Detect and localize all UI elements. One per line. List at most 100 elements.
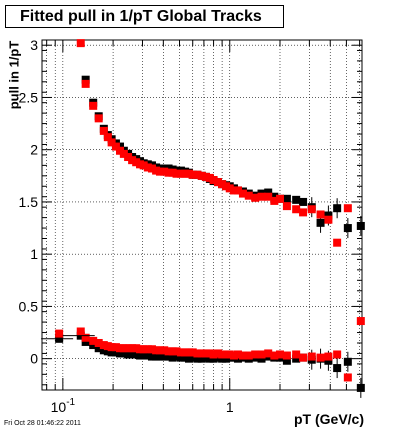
data-point [81,333,90,342]
data-point [316,210,325,219]
data-point [244,191,253,200]
datestamp: Fri Oct 28 01:46:22 2011 [4,420,81,427]
data-point [81,75,90,84]
data-point [197,354,206,363]
data-point [188,353,197,362]
data-point [119,349,128,358]
data-point [176,353,185,362]
x-tick-label: 10-1 [51,397,76,415]
data-point [324,352,333,361]
data-point [209,176,218,184]
data-point [128,350,137,359]
data-point [333,238,342,247]
data-point [356,383,365,392]
data-point [160,352,169,361]
data-point [160,167,169,176]
data-point [225,350,234,359]
data-point [343,357,352,366]
data-point [143,163,152,172]
data-point [155,346,164,355]
data-point [209,354,218,363]
data-point [292,195,301,204]
data-point [76,327,85,336]
data-point [282,194,291,203]
data-point [94,338,103,347]
data-point [155,352,164,361]
data-point [197,349,206,358]
data-point [275,194,284,203]
data-point [264,188,273,197]
data-point [213,349,222,358]
data-point [147,164,156,173]
data-point [147,352,156,361]
data-point [233,186,242,195]
data-point [76,39,85,48]
data-point [316,218,325,227]
data-point [188,170,197,179]
data-point [172,352,181,361]
data-point [116,142,125,151]
data-point [147,345,156,354]
data-point [164,164,173,173]
data-point [251,350,260,359]
data-point [99,346,108,355]
data-point [257,350,266,359]
data-point [343,224,352,233]
data-point [164,168,173,177]
data-point [139,351,148,360]
x-axis-label: pT (GeV/c) [293,411,364,427]
data-point [225,184,234,193]
data-point [282,356,291,365]
data-point [307,205,316,214]
data-point [111,343,120,352]
data-point [143,345,152,354]
data-point [233,350,242,359]
data-point [176,348,185,357]
data-point [292,350,301,359]
data-point [264,349,273,358]
data-point [356,317,365,326]
data-point [164,347,173,356]
data-point [124,350,133,359]
data-point [343,373,352,382]
data-point [292,354,301,363]
y-tick-label: 2.5 [19,89,39,105]
data-point [299,208,308,217]
data-point [107,138,116,147]
data-point [307,352,316,361]
data-point [107,343,116,352]
data-point [244,351,253,360]
data-point [270,351,279,360]
chart-title: Fitted pull in 1/pT Global Tracks [5,5,284,28]
data-point [119,149,128,158]
y-tick-label: 2 [30,142,38,158]
data-point [209,350,218,359]
y-tick-label: 1 [30,246,38,262]
data-point [176,169,185,178]
data-point [238,351,247,360]
data-point [103,133,112,142]
data-point [143,351,152,360]
data-point [119,344,128,353]
data-point [164,352,173,361]
data-point [99,341,108,350]
data-point [299,353,308,362]
data-point [251,193,260,202]
data-point [238,189,247,198]
data-point [324,356,333,365]
data-point [275,350,284,359]
data-point [264,192,273,201]
data-point [139,345,148,354]
data-point [155,167,164,176]
data-point [356,221,365,230]
data-point [94,344,103,353]
data-point [299,197,308,206]
data-point [55,329,64,338]
data-point [257,354,266,363]
data-point [124,344,133,353]
data-point [333,350,342,359]
data-point [89,101,98,110]
data-point [139,161,148,170]
data-point [257,192,266,201]
data-point [282,202,291,211]
